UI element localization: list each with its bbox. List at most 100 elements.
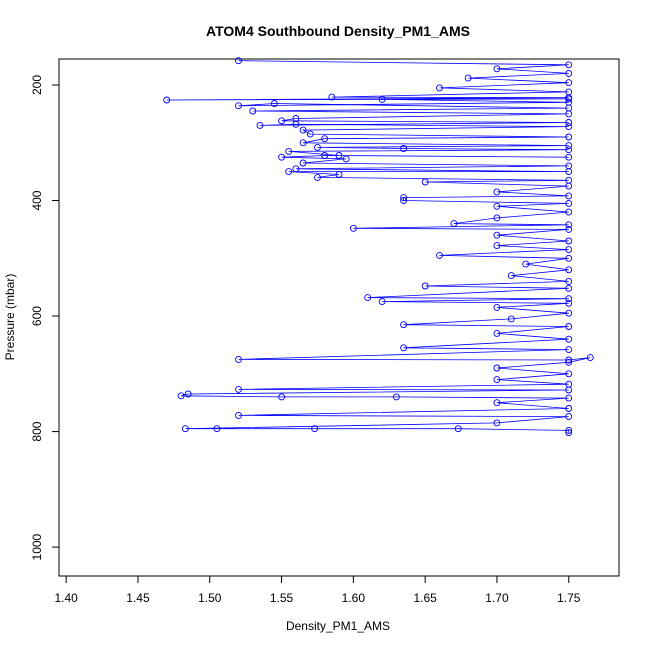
x-tick-label: 1.65 [413, 591, 437, 605]
y-tick-label: 600 [30, 306, 44, 326]
data-point [400, 321, 408, 329]
data-point [493, 231, 501, 239]
data-point [565, 370, 573, 378]
data-point [306, 130, 314, 138]
y-tick-label: 800 [30, 421, 44, 441]
data-point [565, 142, 573, 150]
data-point [278, 117, 286, 125]
data-point [177, 392, 185, 400]
data-point [235, 355, 242, 363]
data-point [565, 323, 573, 330]
data-point [450, 220, 458, 228]
data-point [270, 100, 278, 107]
data-point [235, 411, 242, 419]
data-point [421, 178, 429, 186]
data-point [328, 93, 336, 101]
x-axis: 1.40 1.45 1.50 1.55 1.60 1.65 1.70 1.75 [54, 575, 581, 605]
chart-title: ATOM4 Southbound Density_PM1_AMS [206, 23, 470, 39]
series-line [166, 60, 591, 433]
data-point [565, 346, 573, 354]
data-point [400, 145, 408, 152]
data-point [522, 260, 530, 268]
data-point [565, 95, 573, 103]
data-point [342, 155, 350, 163]
data-point [565, 225, 573, 233]
data-point [565, 168, 573, 176]
data-point [565, 237, 573, 245]
data-point [364, 294, 372, 302]
data-point [565, 199, 573, 207]
x-tick-label: 1.55 [270, 591, 294, 605]
data-point [235, 385, 242, 393]
data-point [335, 171, 343, 178]
data-point [565, 426, 573, 434]
data-point [565, 299, 573, 307]
data-point [565, 394, 573, 402]
x-tick-label: 1.40 [54, 591, 78, 605]
data-point [335, 152, 343, 159]
data-point [565, 192, 573, 200]
data-point [493, 419, 501, 427]
y-tick-label: 1000 [30, 533, 44, 560]
data-point [565, 358, 573, 366]
data-point [392, 393, 400, 401]
data-point [507, 315, 515, 323]
data-point [299, 159, 307, 167]
data-point [565, 119, 573, 126]
data-point [184, 390, 192, 398]
data-point [565, 284, 573, 292]
data-point [285, 168, 293, 176]
data-point [464, 74, 472, 82]
data-point [321, 135, 329, 143]
data-point [493, 399, 501, 407]
y-axis: 200 400 600 800 1000 [30, 75, 60, 560]
data-point [400, 194, 408, 202]
x-tick-label: 1.45 [126, 591, 150, 605]
x-tick-label: 1.60 [342, 591, 366, 605]
data-point [565, 246, 573, 254]
data-point [493, 329, 501, 337]
data-point [565, 309, 573, 317]
data-point [256, 121, 264, 129]
data-point [292, 165, 300, 173]
y-axis-label: Pressure (mbar) [3, 274, 17, 361]
data-point [436, 84, 443, 92]
data-point [493, 376, 501, 384]
data-point [292, 120, 300, 128]
data-point [321, 152, 329, 159]
data-point [278, 153, 286, 161]
data-point [565, 221, 573, 229]
data-point [400, 197, 408, 204]
data-point [565, 356, 573, 364]
data-point [181, 425, 189, 433]
data-point [278, 393, 286, 401]
data-point [565, 429, 573, 437]
data-point [565, 386, 573, 394]
data-point [163, 96, 171, 104]
data-point [314, 143, 321, 151]
data-point [421, 282, 429, 290]
data-point [285, 147, 293, 155]
data-point [493, 242, 501, 250]
data-point [493, 202, 501, 210]
data-point [349, 224, 357, 232]
data-point [565, 110, 573, 118]
data-point [454, 425, 462, 433]
data-point [565, 123, 573, 131]
data-point [493, 303, 501, 311]
data-point [493, 214, 501, 222]
data-point [493, 65, 501, 73]
x-tick-label: 1.75 [557, 591, 581, 605]
data-point [213, 425, 221, 433]
data-point [235, 57, 242, 65]
data-point [565, 335, 573, 343]
data-point [436, 251, 443, 259]
data-point [378, 298, 386, 306]
data-point [299, 139, 307, 147]
data-point [249, 107, 257, 115]
data-point [565, 153, 573, 161]
data-point [565, 295, 573, 303]
data-point [299, 126, 307, 134]
data-point [565, 254, 573, 262]
